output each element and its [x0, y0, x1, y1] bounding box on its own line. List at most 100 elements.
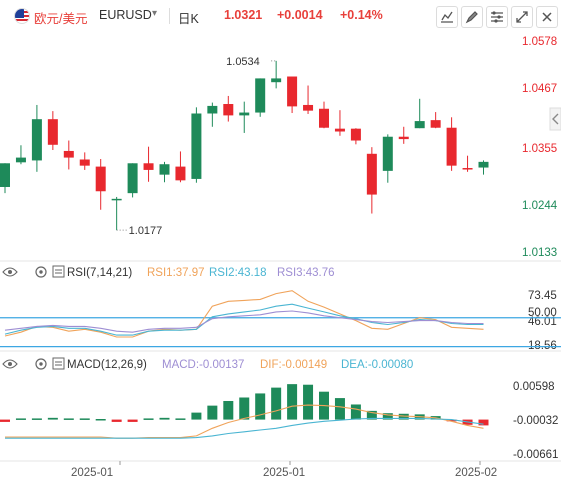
price-change: +0.0014	[277, 8, 323, 22]
eye-icon	[2, 359, 18, 369]
dea-line	[5, 417, 484, 439]
macd-histogram-bar	[303, 384, 314, 420]
close-button[interactable]	[536, 6, 558, 28]
eye-icon	[2, 267, 18, 277]
macd-hide-button[interactable]	[2, 359, 18, 369]
symbol-select[interactable]: EURUSD	[99, 8, 152, 22]
macd-tick: -0.00032	[513, 415, 558, 427]
candle-body	[63, 150, 74, 158]
chart-type-button[interactable]	[436, 6, 458, 28]
price-tick: 1.0578	[522, 36, 557, 48]
macd-histogram-bar	[175, 418, 186, 420]
macd-histogram-bar	[287, 384, 298, 420]
fullscreen-button[interactable]	[511, 6, 533, 28]
macd-histogram-bar	[15, 418, 26, 420]
rsi-tick: 46.01	[528, 316, 557, 328]
macd-histogram-bar	[111, 419, 122, 422]
macd-histogram-bar	[143, 418, 154, 420]
rsi-line-3	[4, 310, 484, 333]
candle-body	[0, 163, 10, 187]
candle-body	[430, 120, 441, 128]
candle-body	[303, 104, 314, 111]
indicator-settings-button[interactable]	[486, 6, 508, 28]
macd-tick: 0.00598	[513, 381, 555, 393]
macd-title: MACD(12,26,9)	[67, 359, 147, 371]
macd-histogram-bar	[271, 387, 282, 420]
interval-select[interactable]: 日K	[178, 12, 199, 26]
candle-body	[334, 128, 345, 132]
price-tick: 1.0133	[522, 247, 557, 259]
macd-histogram-bar	[159, 417, 170, 420]
rsi1-legend: RSI1:37.97	[147, 267, 205, 279]
eur-usd-flag-icon	[14, 8, 30, 24]
rsi-tick: 73.45	[528, 290, 557, 302]
list-icon	[52, 265, 65, 278]
candle-body	[207, 105, 218, 114]
candle-body	[319, 108, 329, 128]
drawing-tools-icon	[465, 11, 478, 24]
drawing-tools-button[interactable]	[461, 6, 483, 28]
candle-body	[414, 121, 425, 129]
macd-histogram-bar	[79, 418, 90, 420]
candlestick-series	[0, 60, 489, 231]
dea-legend: DEA:-0.00080	[341, 359, 413, 371]
pair-name: 欧元/美元	[34, 12, 88, 26]
chevron-left-icon	[552, 113, 559, 125]
high-price-label: 1.0534	[226, 56, 260, 68]
macd-settings-button[interactable]	[35, 358, 47, 370]
dif-legend: DIF:-0.00149	[260, 359, 327, 371]
macd-histogram-bar	[366, 410, 377, 420]
indicator-settings-icon	[491, 11, 503, 23]
macd-histogram-bar	[478, 419, 489, 426]
price-change-percent: +0.14%	[340, 8, 383, 22]
candle-body	[31, 119, 42, 161]
low-price-label: 1.0177	[129, 225, 163, 237]
divider	[169, 8, 170, 24]
rsi-title: RSI(7,14,21)	[67, 267, 132, 279]
rsi3-legend: RSI3:43.76	[277, 267, 335, 279]
macd-histogram-bar	[255, 393, 266, 420]
macd-legend: MACD:-0.00137	[162, 359, 244, 371]
price-tick: 1.0467	[522, 83, 557, 95]
gear-icon	[35, 266, 47, 278]
candle-body	[143, 163, 154, 170]
macd-histogram-bar	[127, 419, 138, 422]
macd-histogram-bar	[239, 397, 250, 420]
chart-header: 欧元/美元 EURUSD ▾ 日K 1.0321 +0.0014 +0.14%	[0, 0, 561, 32]
price-tick: 1.0244	[522, 200, 558, 212]
rsi-lines	[0, 290, 561, 348]
candle-body	[366, 153, 377, 195]
candle-body	[350, 128, 361, 141]
rsi-settings-button[interactable]	[35, 266, 47, 278]
chevron-down-icon[interactable]: ▾	[152, 8, 158, 19]
candle-body	[127, 163, 138, 194]
chart-type-icon	[441, 11, 453, 23]
close-icon	[542, 12, 552, 22]
macd-histogram-bar	[0, 419, 10, 422]
macd-histogram-bar	[446, 419, 457, 422]
macd-histogram-bar	[31, 418, 42, 420]
rsi2-legend: RSI2:43.18	[209, 267, 267, 279]
macd-list-button[interactable]	[52, 357, 65, 370]
list-icon	[52, 357, 65, 370]
macd-histogram-bar	[47, 417, 58, 420]
candle-body	[255, 78, 266, 113]
rsi-hide-button[interactable]	[2, 267, 18, 277]
macd-histogram-bar	[334, 398, 345, 420]
macd-histogram-bar	[207, 405, 218, 420]
candle-body	[15, 157, 26, 163]
candle-body	[79, 159, 90, 166]
candle-body	[47, 119, 58, 145]
candle-body	[111, 198, 122, 201]
macd-histogram-bar	[223, 400, 234, 420]
rsi-list-button[interactable]	[52, 265, 65, 278]
macd-histogram-bar	[350, 404, 361, 420]
candle-body	[446, 127, 457, 166]
sidebar-toggle-button[interactable]	[549, 107, 561, 131]
x-tick: 2025-02	[455, 467, 497, 479]
candle-body	[398, 136, 409, 140]
rsi-line-1	[4, 290, 484, 338]
candle-body	[95, 166, 106, 192]
rsi-tick: 50.00	[528, 307, 557, 319]
